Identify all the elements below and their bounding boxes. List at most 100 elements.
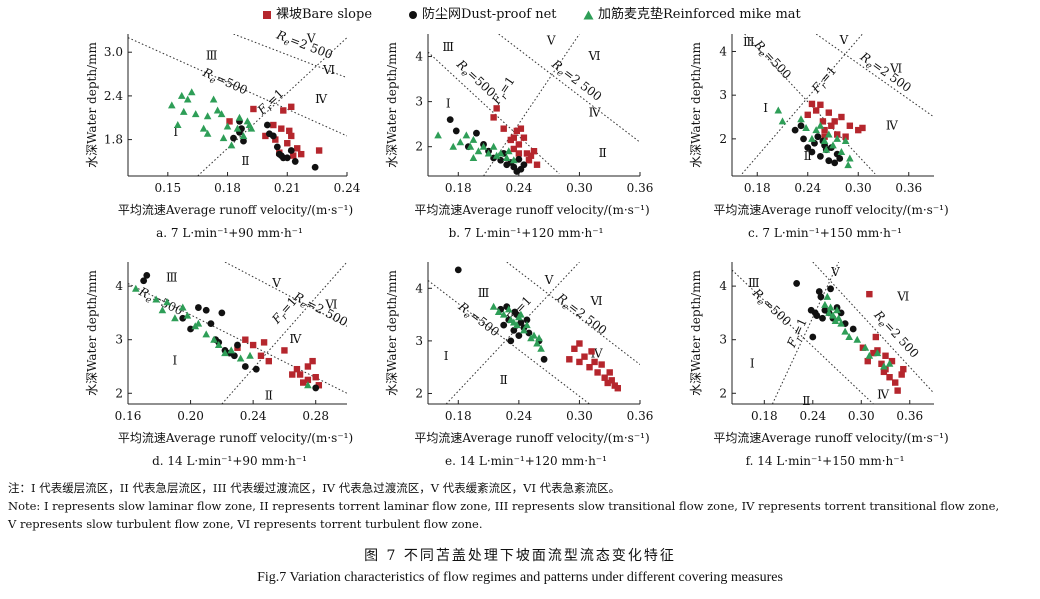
bare-slope-point [513,127,521,135]
mike-mat-point [235,113,244,121]
y-tick-label: 3 [115,333,123,347]
mike-mat-point [227,346,236,354]
mike-mat-point [829,311,837,319]
bare-slope-point [286,127,293,135]
mike-mat-point [217,110,226,118]
mike-mat-point [826,303,835,311]
note-line-1: 注：I 代表缓层流区，II 代表急层流区，III 代表缓过渡流区，IV 代表急过… [8,481,621,495]
zone-label: Ⅰ [444,349,449,363]
y-axis-title: 水深Water depth/mm [385,270,399,396]
bare-slope-point [293,365,301,373]
mike-mat-point [484,149,493,157]
mike-mat-point [861,343,870,351]
bare-slope-point [866,290,873,298]
x-tick-label: 0.24 [240,409,267,423]
x-tick-label: 0.24 [505,181,532,195]
bare-slope-point [523,150,531,157]
mike-mat-point [499,310,508,318]
bare-slope-point [864,357,871,365]
zone-label: Ⅳ [315,92,328,106]
mike-mat-point [163,298,171,306]
dust-proof-net-point [511,308,519,316]
dust-proof-net-point [836,155,844,162]
mike-mat-point [537,344,545,352]
mike-mat-point [492,151,501,159]
zone-label: Ⅰ [173,125,178,139]
bare-slope-point [591,358,598,366]
bare-slope-point [838,113,845,121]
dust-proof-net-point [240,137,247,145]
zone-label: Ⅰ [173,354,178,368]
x-axis-title: 平均流速Average runoff velocity/(m·s⁻¹) [118,203,353,217]
y-axis-title: 水深Water depth/mm [689,42,703,168]
mike-mat-point [183,311,192,319]
zone-label: Ⅴ [830,265,840,279]
bare-slope-point [900,365,907,373]
zone-label: Ⅵ [889,61,902,75]
dust-proof-net-point [277,152,285,160]
zone-label: Ⅲ [442,40,454,54]
x-tick-label: 0.36 [895,181,922,195]
bare-slope-point [855,126,862,134]
bare-slope-point [533,161,541,168]
mike-mat-point [227,141,236,149]
bare-slope-point [882,352,889,359]
legend-triangle-marker [583,10,594,19]
x-tick-label: 0.30 [566,181,593,195]
zone-label: Ⅳ [289,332,302,346]
mike-mat-point [210,335,218,343]
bare-slope-point [280,107,287,114]
boundary-line [741,34,863,175]
boundary-label: Fr=1 [254,86,289,120]
dust-proof-net-point [454,266,462,274]
bare-slope-point [614,385,621,392]
dust-proof-net-point [446,116,454,124]
bare-slope-point [594,369,601,376]
bare-slope-point [576,340,583,347]
bare-slope-point [527,152,535,159]
legend-item-reinforced-mike-mat: 加筋麦克垫Reinforced mike mat [583,3,801,22]
x-tick-label: 0.18 [214,181,241,195]
mike-mat-point [873,349,882,357]
mike-mat-point [535,334,543,342]
dust-proof-net-point [793,280,801,287]
y-tick-label: 3.0 [104,45,123,59]
dust-proof-net-point [230,352,238,360]
mike-mat-point [199,124,208,132]
mike-mat-point [812,126,820,134]
bare-slope-point [300,379,307,386]
bare-slope-point [886,374,893,381]
dust-proof-net-point [515,155,523,163]
mike-mat-point [187,88,196,96]
zone-label: Ⅰ [446,96,451,110]
dust-proof-net-point [140,277,148,285]
dust-proof-net-point [815,288,823,295]
boundary-line [233,34,347,79]
dust-proof-net-point [797,122,805,130]
bare-slope-point [581,353,588,360]
mike-mat-point [841,327,849,335]
bare-slope-point [586,363,593,371]
boundary-label: Fr=1 [808,63,841,98]
dust-proof-net-point [809,333,817,341]
bare-slope-point [312,374,319,381]
y-axis-title: 水深Water depth/mm [689,270,703,396]
dust-proof-net-point [825,157,833,165]
y-axis-title: 水深Water depth/mm [85,270,99,396]
chart-legend: 裸坡Bare slope 防尘网Dust-proof net 加筋麦克垫Rein… [0,0,1040,24]
zone-label: Ⅵ [588,49,601,63]
bare-slope-point [226,118,233,125]
note-line-3: V represents slow turbulent flow zone, V… [8,517,483,531]
dust-proof-net-point [283,154,291,162]
mike-mat-point [825,308,833,316]
x-axis-title: 平均流速Average runoff velocity/(m·s⁻¹) [713,431,948,445]
zone-label: Ⅵ [322,63,335,77]
boundary-line [224,262,347,327]
bare-slope-point [298,150,305,158]
mike-mat-point [837,319,845,327]
x-tick-label: 0.36 [896,409,923,423]
mike-mat-point [502,153,511,161]
bare-slope-point [870,349,877,357]
dust-proof-net-point [804,144,812,152]
